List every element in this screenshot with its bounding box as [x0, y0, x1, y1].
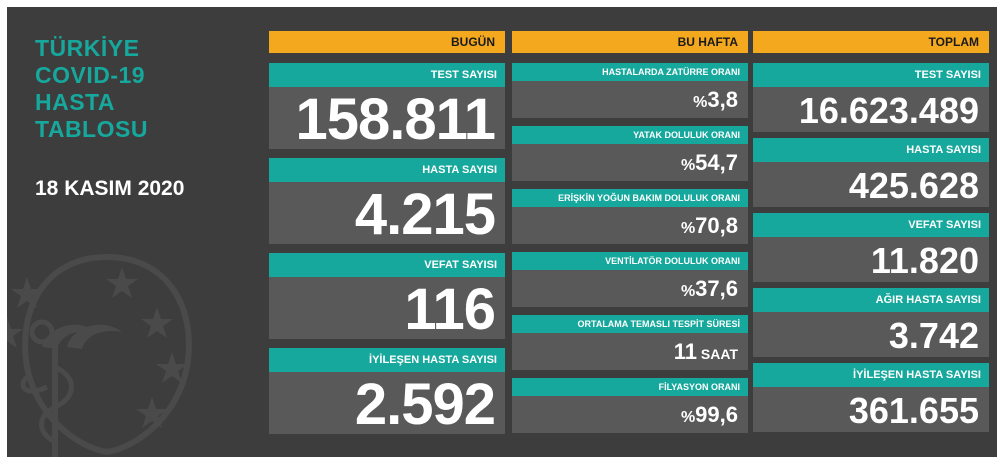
total-severe-card: AĞIR HASTA SAYISI 3.742 [753, 288, 989, 357]
page-title: TÜRKİYE COVID-19 HASTA TABLOSU [35, 35, 148, 143]
card-label: VEFAT SAYISI [269, 253, 505, 277]
today-column: BUGÜN TEST SAYISI 158.811 HASTA SAYISI 4… [269, 31, 505, 437]
card-value: %3,8 [512, 81, 748, 118]
value-number: 54,7 [695, 150, 738, 175]
card-value: 16.623.489 [753, 87, 989, 132]
card-label: TEST SAYISI [269, 63, 505, 87]
today-header: BUGÜN [269, 31, 505, 53]
ministry-emblem-icon [7, 253, 192, 457]
value-number: 37,6 [695, 276, 738, 301]
card-value: %37,6 [512, 270, 748, 307]
card-value: 361.655 [753, 387, 989, 432]
card-value: 11 SAAT [512, 333, 748, 370]
card-value: 2.592 [269, 372, 505, 437]
card-label: HASTA SAYISI [269, 158, 505, 182]
week-pneumonia-card: HASTALARDA ZATÜRRE ORANI %3,8 [512, 63, 748, 118]
week-bed-card: YATAK DOLULUK ORANI %54,7 [512, 126, 748, 181]
card-label: VENTİLATÖR DOLULUK ORANI [512, 252, 748, 270]
card-label: HASTALARDA ZATÜRRE ORANI [512, 63, 748, 81]
card-label: ERİŞKİN YOĞUN BAKIM DOLULUK ORANI [512, 189, 748, 207]
total-case-card: HASTA SAYISI 425.628 [753, 138, 989, 207]
percent-sign: % [680, 157, 696, 174]
week-icu-card: ERİŞKİN YOĞUN BAKIM DOLULUK ORANI %70,8 [512, 189, 748, 244]
covid-dashboard: TÜRKİYE COVID-19 HASTA TABLOSU 18 KASIM … [7, 7, 997, 457]
card-label: FİLYASYON ORANI [512, 378, 748, 396]
card-label: TEST SAYISI [753, 63, 989, 87]
card-label: AĞIR HASTA SAYISI [753, 288, 989, 312]
card-value: %54,7 [512, 144, 748, 181]
card-label: HASTA SAYISI [753, 138, 989, 162]
today-case-card: HASTA SAYISI 4.215 [269, 158, 505, 247]
title-line: TÜRKİYE [35, 35, 140, 61]
card-label: İYİLEŞEN HASTA SAYISI [269, 348, 505, 372]
value-number: 70,8 [695, 213, 738, 238]
percent-sign: % [680, 283, 696, 300]
today-test-card: TEST SAYISI 158.811 [269, 63, 505, 152]
week-contact-time-card: ORTALAMA TEMASLI TESPİT SÜRESİ 11 SAAT [512, 315, 748, 370]
week-header: BU HAFTA [512, 31, 748, 53]
title-line: TABLOSU [35, 116, 148, 142]
total-header: TOPLAM [753, 31, 989, 53]
card-value: 425.628 [753, 162, 989, 207]
card-value: 3.742 [753, 312, 989, 357]
total-death-card: VEFAT SAYISI 11.820 [753, 213, 989, 282]
card-value: 158.811 [269, 87, 505, 152]
week-column: BU HAFTA HASTALARDA ZATÜRRE ORANI %3,8 Y… [512, 31, 748, 433]
percent-sign: % [680, 220, 696, 237]
today-recovered-card: İYİLEŞEN HASTA SAYISI 2.592 [269, 348, 505, 437]
today-death-card: VEFAT SAYISI 116 [269, 253, 505, 342]
card-value: %99,6 [512, 396, 748, 433]
card-value: 11.820 [753, 237, 989, 282]
card-label: İYİLEŞEN HASTA SAYISI [753, 363, 989, 387]
title-line: COVID-19 [35, 62, 146, 88]
card-value: 4.215 [269, 182, 505, 247]
total-test-card: TEST SAYISI 16.623.489 [753, 63, 989, 132]
card-label: VEFAT SAYISI [753, 213, 989, 237]
week-filiation-card: FİLYASYON ORANI %99,6 [512, 378, 748, 433]
total-recovered-card: İYİLEŞEN HASTA SAYISI 361.655 [753, 363, 989, 432]
value-number: 11 [673, 339, 698, 364]
value-number: 3,8 [707, 87, 738, 112]
title-line: HASTA [35, 89, 116, 115]
total-column: TOPLAM TEST SAYISI 16.623.489 HASTA SAYI… [753, 31, 989, 432]
week-ventilator-card: VENTİLATÖR DOLULUK ORANI %37,6 [512, 252, 748, 307]
value-unit: SAAT [697, 346, 738, 362]
card-label: YATAK DOLULUK ORANI [512, 126, 748, 144]
value-number: 99,6 [695, 402, 738, 427]
card-value: %70,8 [512, 207, 748, 244]
card-label: ORTALAMA TEMASLI TESPİT SÜRESİ [512, 315, 748, 333]
percent-sign: % [680, 409, 696, 426]
card-value: 116 [269, 277, 505, 342]
report-date: 18 KASIM 2020 [35, 177, 185, 200]
percent-sign: % [693, 94, 708, 111]
